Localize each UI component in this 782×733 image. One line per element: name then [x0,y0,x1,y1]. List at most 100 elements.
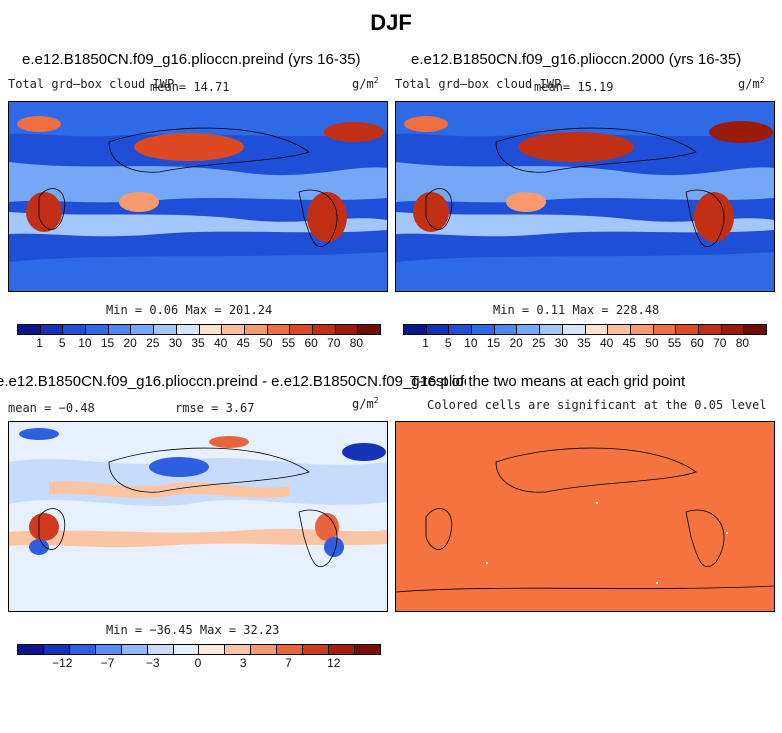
diff-tick-label: 0 [194,656,202,670]
panel2-colorbar [403,324,767,335]
panel2-case-title: e.e12.B1850CN.f09_g16.plioccn.2000 (yrs … [411,51,742,68]
abs-tick-label: 70 [327,336,341,350]
abs-tick-label: 10 [464,336,478,350]
abs-swatch [744,325,766,334]
diff-swatch [69,645,96,654]
diff-swatch [147,645,174,654]
abs-swatch [426,325,450,334]
abs-tick-label: 15 [100,336,115,350]
diff-tick-label: 12 [327,656,341,670]
abs-tick-label: 45 [622,336,636,350]
abs-swatch [267,325,291,334]
abs-tick-label: 30 [168,336,183,350]
abs-swatch [199,325,223,334]
abs-swatch [653,325,677,334]
abs-tick-label: 20 [123,336,137,350]
diff-swatch [251,645,278,654]
diff-tick-label: 3 [239,656,247,670]
abs-tick-label: 70 [713,336,727,350]
panel2-units: g/m [738,77,760,91]
diff-swatch [329,645,355,654]
abs-tick-label: 55 [667,336,682,350]
abs-swatch [244,325,268,334]
abs-tick-label: 25 [146,336,160,350]
abs-swatch [18,325,41,334]
abs-swatch [494,325,518,334]
abs-swatch [472,325,495,334]
panel1-colorbar [17,324,381,335]
panel1-stats: Min = 0.06 Max = 201.24 [106,303,273,317]
abs-swatch [176,325,200,334]
panel1-units-exp: 2 [373,76,379,85]
abs-swatch [290,325,313,334]
diff-swatch [173,645,200,654]
abs-tick-label: 40 [599,336,614,350]
abs-tick-label: 55 [281,336,296,350]
diff-tick-label: −3 [145,656,160,670]
abs-swatch [630,325,654,334]
abs-tick-label: 60 [690,336,704,350]
diff-tick-label: −12 [52,656,73,670]
diff-swatch [95,645,122,654]
abs-swatch [108,325,132,334]
panel1-colorbar-labels: 1 5 10 15 20 25 30 35 40 45 50 55 60 70 80 [17,336,379,350]
panel2-mean-label: mean= [534,80,571,94]
panel3-case-title: e.e12.B1850CN.f09_g16.plioccn.preind - e… [0,373,466,390]
panel2-mean-value: 15.19 [577,80,614,94]
abs-swatch [404,325,427,334]
abs-tick-label: 50 [259,336,273,350]
diff-swatch [199,645,226,654]
abs-swatch [562,325,586,334]
abs-swatch [608,325,631,334]
panel4-title: T-test of the two means at each grid poi… [410,373,686,390]
panel3-rmse-value: 3.67 [225,401,255,415]
diff-swatch [225,645,252,654]
panel2-units-exp: 2 [759,76,765,85]
abs-swatch [312,325,336,334]
abs-swatch [63,325,87,334]
panel3-mean-value: −0.48 [58,401,95,415]
panel3-mean-label: mean = [8,401,52,415]
abs-swatch [517,325,541,334]
abs-tick-label: 20 [509,336,523,350]
abs-swatch [222,325,245,334]
abs-tick-label: 5 [58,336,66,350]
diff-swatch [18,645,44,654]
abs-tick-label: 1 [36,336,43,350]
abs-tick-label: 30 [554,336,569,350]
diff-swatch [121,645,148,654]
panel1-units: g/m [352,77,374,91]
abs-tick-label: 80 [735,336,750,350]
abs-swatch [40,325,64,334]
panel1-map [8,101,388,292]
diff-swatch [303,645,330,654]
panel1-mean-value: 14.71 [193,80,230,94]
diff-tick-label: −7 [100,656,115,670]
abs-swatch [449,325,473,334]
abs-swatch [154,325,177,334]
panel2-stats: Min = 0.11 Max = 228.48 [493,303,660,317]
page-title: DJF [370,10,412,35]
abs-tick-label: 25 [532,336,546,350]
panel4-map [395,421,775,612]
abs-tick-label: 35 [577,336,591,350]
abs-tick-label: 40 [213,336,228,350]
diff-swatch [43,645,70,654]
abs-swatch [358,325,380,334]
diff-swatch [277,645,304,654]
panel3-map [8,421,388,612]
abs-swatch [86,325,109,334]
panel4-subtitle: Colored cells are significant at the 0.0… [427,398,767,412]
panel3-stats: Min = −36.45 Max = 32.23 [106,623,280,637]
abs-tick-label: 60 [304,336,318,350]
diff-swatch [354,645,380,654]
abs-tick-label: 35 [191,336,205,350]
abs-swatch [698,325,722,334]
abs-swatch [335,325,359,334]
panel3-colorbar [17,644,381,655]
panel1-mean-label: mean= [150,80,187,94]
panel2-variable: Total grd–box cloud IWP [395,77,562,91]
abs-tick-label: 80 [349,336,364,350]
panel3-units: g/m [352,397,374,411]
panel2-map [395,101,775,292]
